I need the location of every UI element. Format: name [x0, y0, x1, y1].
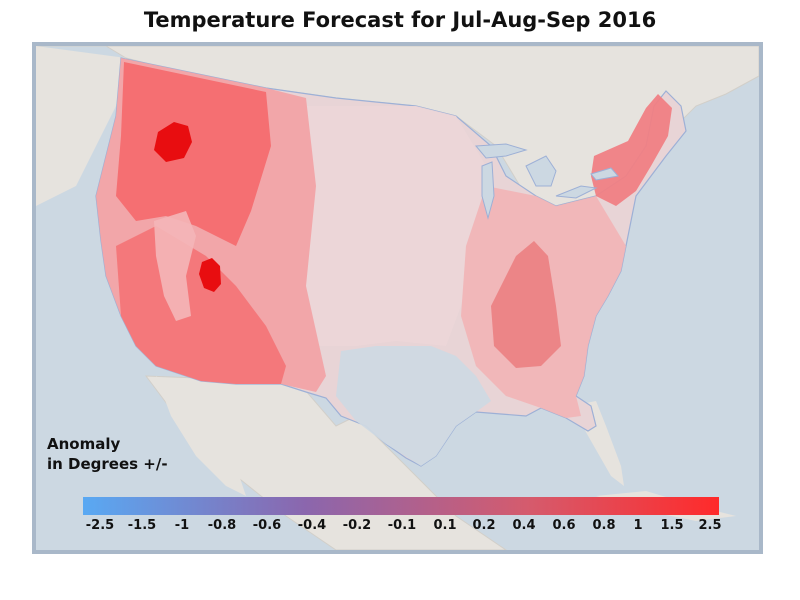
anomaly-ohio-valley — [491, 241, 561, 368]
legend-title-line2: in Degrees +/- — [47, 455, 168, 473]
forecast-map — [36, 46, 759, 550]
legend-tick: -1 — [174, 518, 190, 533]
legend-tick: 1.5 — [660, 518, 684, 533]
legend-title-line1: Anomaly — [47, 435, 121, 453]
anomaly-northeast-warm — [591, 94, 672, 206]
anomaly-gulf-neutral — [336, 346, 491, 466]
anomaly-northwest-hot — [116, 62, 271, 246]
canada-west-land — [36, 46, 126, 206]
legend-tick: 0.6 — [552, 518, 576, 533]
legend-tick: 0.4 — [512, 518, 536, 533]
legend-tick: -0.1 — [387, 518, 417, 533]
legend-tick: -0.4 — [297, 518, 327, 533]
legend-tick: -1.5 — [127, 518, 157, 533]
anomaly-northwest-max — [154, 122, 192, 162]
anomaly-basin-cool — [154, 211, 196, 321]
legend-tick: -0.2 — [342, 518, 372, 533]
legend-color-bar — [83, 497, 719, 515]
anomaly-central-light — [286, 106, 486, 346]
legend-tick: 0.8 — [592, 518, 616, 533]
legend-tick: -2.5 — [85, 518, 115, 533]
map-title: Temperature Forecast for Jul-Aug-Sep 201… — [143, 8, 657, 32]
legend-tick: 2.5 — [698, 518, 722, 533]
great-lakes — [474, 143, 619, 220]
legend-title: Anomaly in Degrees +/- — [47, 434, 168, 474]
map-frame — [32, 42, 763, 554]
legend-tick: 0.2 — [472, 518, 496, 533]
legend-tick: 1 — [633, 518, 643, 533]
legend-tick: -0.6 — [252, 518, 282, 533]
anomaly-utah-max — [199, 258, 221, 292]
legend-tick: 0.1 — [433, 518, 457, 533]
legend-ticks: -2.5 -1.5 -1 -0.8 -0.6 -0.4 -0.2 -0.1 0.… — [72, 518, 732, 538]
baja-land — [156, 376, 246, 496]
legend-tick: -0.8 — [207, 518, 237, 533]
